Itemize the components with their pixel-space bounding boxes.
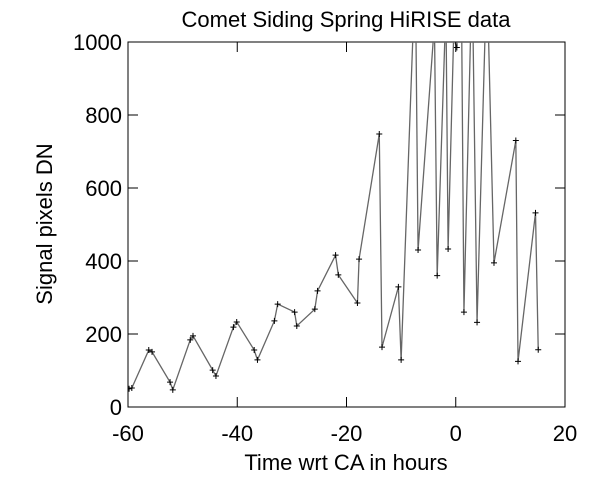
data-marker [145,347,152,354]
data-marker [490,259,497,266]
data-marker [532,209,539,216]
data-marker [515,358,522,365]
data-marker [354,299,361,306]
x-tick-label: 0 [450,421,462,446]
data-marker [190,332,197,339]
data-marker [335,271,342,278]
data-marker [395,283,402,290]
data-marker [251,347,258,354]
data-marker [271,317,278,324]
x-tick-label: -60 [112,421,144,446]
data-marker [209,367,216,374]
data-marker [254,356,261,363]
y-tick-label: 400 [85,249,122,274]
y-tick-label: 1000 [73,30,122,55]
y-tick-label: 200 [85,322,122,347]
data-marker [474,319,481,326]
y-tick-label: 0 [110,395,122,420]
data-marker [434,272,441,279]
data-marker [451,35,457,41]
x-tick-label: -20 [331,421,363,446]
data-marker [453,44,460,51]
data-line [128,42,539,392]
data-marker [291,309,298,316]
data-marker [167,379,174,386]
data-marker [535,346,542,353]
chart-title: Comet Siding Spring HiRISE data [182,7,512,32]
data-marker [274,301,281,308]
data-marker [230,324,237,331]
y-axis-label: Signal pixels DN [32,143,57,304]
data-marker [460,309,467,316]
data-marker [311,306,318,313]
data-marker [314,287,321,294]
data-marker [128,385,135,392]
data-marker [149,348,156,355]
x-tick-label: -40 [221,421,253,446]
data-marker [128,385,133,392]
data-marker [398,356,405,363]
data-marker [293,322,300,329]
plot-frame [127,41,566,408]
data-marker [379,344,386,351]
data-marker [356,256,363,263]
data-marker [169,386,176,393]
x-tick-label: 20 [553,421,577,446]
y-tick-label: 800 [85,103,122,128]
data-marker [212,372,219,379]
data-marker [376,130,383,137]
data-marker [445,245,452,252]
y-tick-label: 600 [85,176,122,201]
data-marker [415,247,422,254]
data-marker [512,137,519,144]
plot-area [128,35,542,393]
data-marker [233,318,240,325]
data-marker [332,252,339,259]
x-axis-label: Time wrt CA in hours [244,450,447,475]
data-marker [187,336,194,343]
